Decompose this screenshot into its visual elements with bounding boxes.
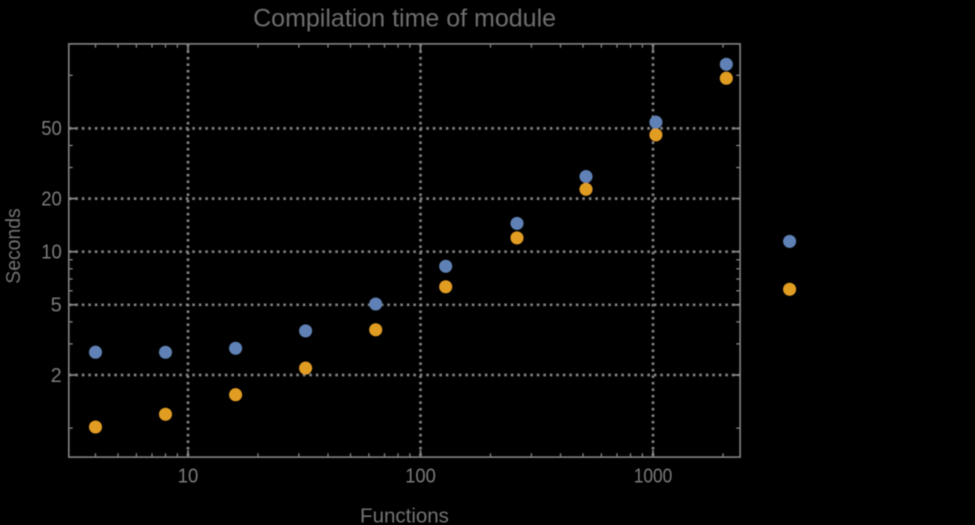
svg-text:10: 10 — [178, 466, 199, 488]
svg-text:50: 50 — [41, 118, 62, 140]
svg-text:2: 2 — [51, 365, 62, 387]
svg-text:100: 100 — [405, 466, 436, 488]
svg-text:Functions: Functions — [360, 504, 449, 525]
svg-text:20: 20 — [41, 188, 62, 210]
svg-text:1000: 1000 — [634, 466, 673, 488]
svg-text:Compilation time of module: Compilation time of module — [253, 4, 556, 32]
svg-text:10: 10 — [41, 242, 62, 264]
svg-text:5: 5 — [51, 295, 62, 317]
svg-text:Seconds: Seconds — [2, 208, 25, 284]
